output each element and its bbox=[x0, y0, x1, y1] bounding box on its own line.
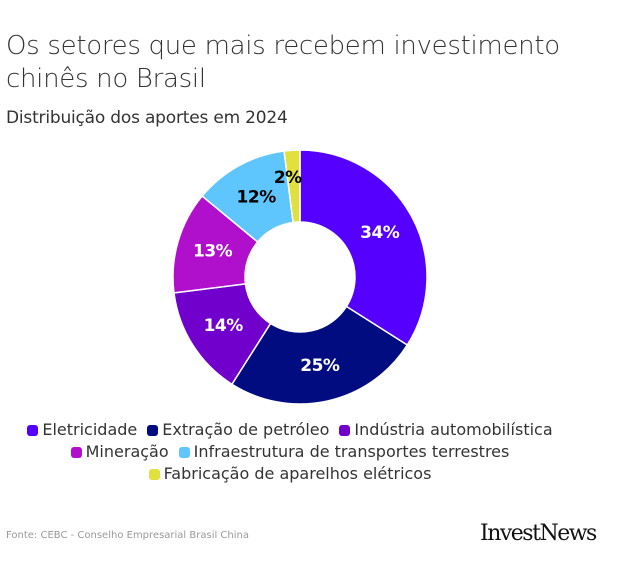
legend-label: Fabricação de aparelhos elétricos bbox=[163, 464, 432, 483]
legend-item[interactable]: Mineração bbox=[70, 441, 169, 463]
legend-label: Extração de petróleo bbox=[162, 420, 330, 439]
legend: Eletricidade Extração de petróleo Indústri… bbox=[0, 419, 580, 485]
legend-item[interactable]: Eletricidade bbox=[27, 419, 137, 441]
donut-slice-fabricacao-de-aparelhos-eletricos bbox=[283, 149, 301, 224]
donut-slice-extracao-de-petroleo bbox=[231, 305, 408, 405]
legend-swatch-icon bbox=[70, 447, 82, 458]
slice-data-label: 25% bbox=[300, 356, 340, 376]
legend-swatch-icon bbox=[148, 469, 160, 480]
donut-chart: 34% 25% 14% 13% 12%2% bbox=[172, 149, 428, 405]
legend-label: Indústria automobilística bbox=[354, 420, 553, 439]
legend-label: Infraestrutura de transportes terrestres bbox=[193, 442, 510, 461]
donut-slice-eletricidade bbox=[299, 149, 428, 346]
legend-swatch-icon bbox=[178, 447, 190, 458]
slice-data-label: 13% bbox=[193, 242, 233, 262]
legend-item[interactable]: Fabricação de aparelhos elétricos bbox=[148, 463, 432, 485]
legend-row: Fabricação de aparelhos elétricos bbox=[0, 463, 580, 485]
legend-row: Mineração Infraestrutura de transportes t… bbox=[0, 441, 580, 463]
slice-data-label: 34% bbox=[360, 223, 400, 243]
chart-subtitle: Distribuição dos aportes em 2024 bbox=[6, 108, 288, 128]
slice-data-label: 2% bbox=[274, 168, 302, 188]
slice-data-label: 12% bbox=[237, 187, 277, 207]
legend-row: Eletricidade Extração de petróleo Indústri… bbox=[0, 419, 580, 441]
source-note: Fonte: CEBC - Conselho Empresarial Brasi… bbox=[6, 530, 249, 541]
donut-labels: 34% 25% 14% 13% 12%2% bbox=[193, 168, 400, 376]
legend-swatch-icon bbox=[147, 425, 159, 436]
brand-logo: InvestNews bbox=[480, 521, 597, 546]
legend-item[interactable]: Infraestrutura de transportes terrestres bbox=[178, 441, 510, 463]
legend-label: Mineração bbox=[85, 442, 169, 461]
legend-label: Eletricidade bbox=[42, 420, 138, 439]
chart-title: Os setores que mais recebem investimento… bbox=[6, 31, 560, 94]
legend-swatch-icon bbox=[339, 425, 351, 436]
donut-slices bbox=[172, 149, 428, 405]
legend-swatch-icon bbox=[27, 425, 39, 436]
legend-item[interactable]: Extração de petróleo bbox=[147, 419, 329, 441]
legend-item[interactable]: Indústria automobilística bbox=[339, 419, 553, 441]
slice-data-label: 14% bbox=[204, 316, 244, 336]
